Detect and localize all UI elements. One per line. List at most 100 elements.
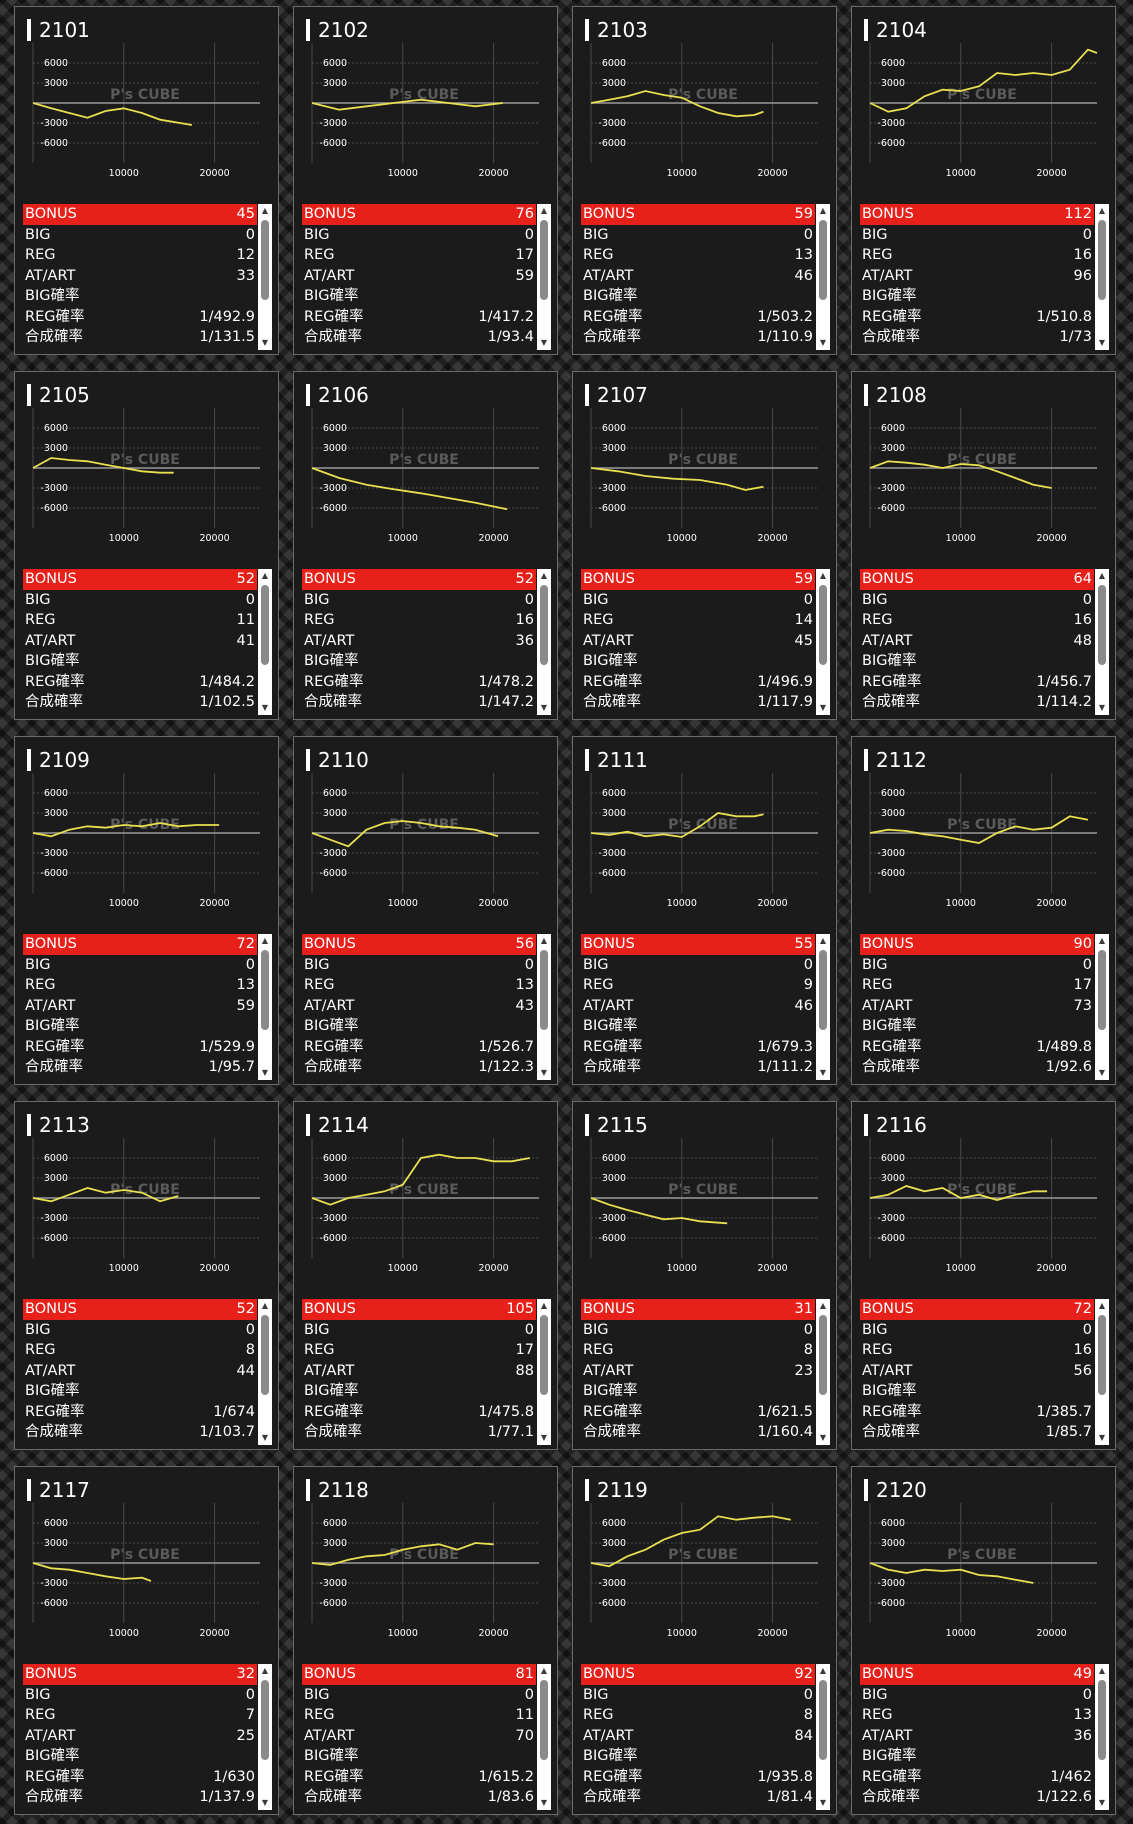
scroll-up-icon[interactable]: ▲ <box>540 1666 548 1675</box>
machine-card[interactable]: 2117 P's CUBE 10000 20000 6000 3000 -3000 -6000… <box>14 1466 279 1815</box>
stats-scrollbar[interactable]: ▲ ▼ <box>537 1664 551 1810</box>
scroll-down-icon[interactable]: ▼ <box>819 338 827 347</box>
machine-card[interactable]: 2113 P's CUBE 10000 20000 6000 3000 -3000 -6000… <box>14 1101 279 1450</box>
scroll-down-icon[interactable]: ▼ <box>819 1433 827 1442</box>
scroll-up-icon[interactable]: ▲ <box>819 1666 827 1675</box>
stats-scrollbar[interactable]: ▲ ▼ <box>816 1299 830 1445</box>
stats-scrollbar[interactable]: ▲ ▼ <box>1095 934 1109 1080</box>
scroll-up-icon[interactable]: ▲ <box>819 1301 827 1310</box>
scroll-up-icon[interactable]: ▲ <box>261 571 269 580</box>
scroll-thumb[interactable] <box>540 1315 548 1395</box>
scroll-thumb[interactable] <box>261 220 269 300</box>
scroll-down-icon[interactable]: ▼ <box>261 1433 269 1442</box>
scroll-up-icon[interactable]: ▲ <box>1098 936 1106 945</box>
scroll-thumb[interactable] <box>540 585 548 665</box>
scroll-up-icon[interactable]: ▲ <box>1098 1301 1106 1310</box>
scroll-up-icon[interactable]: ▲ <box>819 571 827 580</box>
scroll-up-icon[interactable]: ▲ <box>261 206 269 215</box>
stats-scrollbar[interactable]: ▲ ▼ <box>816 204 830 350</box>
scroll-up-icon[interactable]: ▲ <box>540 1301 548 1310</box>
machine-card[interactable]: 2112 P's CUBE 10000 20000 6000 3000 -3000 -6000… <box>851 736 1116 1085</box>
machine-card[interactable]: 2114 P's CUBE 10000 20000 6000 3000 -3000 -6000… <box>293 1101 558 1450</box>
scroll-up-icon[interactable]: ▲ <box>819 936 827 945</box>
scroll-thumb[interactable] <box>261 950 269 1030</box>
stats-scrollbar[interactable]: ▲ ▼ <box>1095 204 1109 350</box>
scroll-down-icon[interactable]: ▼ <box>819 1798 827 1807</box>
stats-scrollbar[interactable]: ▲ ▼ <box>1095 1664 1109 1810</box>
machine-card[interactable]: 2118 P's CUBE 10000 20000 6000 3000 -3000 -6000… <box>293 1466 558 1815</box>
stats-scrollbar[interactable]: ▲ ▼ <box>258 204 272 350</box>
stats-scrollbar[interactable]: ▲ ▼ <box>258 569 272 715</box>
scroll-thumb[interactable] <box>1098 220 1106 300</box>
machine-card[interactable]: 2115 P's CUBE 10000 20000 6000 3000 -3000 -6000… <box>572 1101 837 1450</box>
scroll-thumb[interactable] <box>1098 1680 1106 1760</box>
machine-card[interactable]: 2120 P's CUBE 10000 20000 6000 3000 -3000 -6000… <box>851 1466 1116 1815</box>
scroll-up-icon[interactable]: ▲ <box>261 1666 269 1675</box>
machine-card[interactable]: 2102 P's CUBE 10000 20000 6000 3000 -3000 -6000… <box>293 6 558 355</box>
scroll-up-icon[interactable]: ▲ <box>540 571 548 580</box>
scroll-thumb[interactable] <box>261 1315 269 1395</box>
stats-scrollbar[interactable]: ▲ ▼ <box>537 569 551 715</box>
scroll-down-icon[interactable]: ▼ <box>540 1433 548 1442</box>
scroll-thumb[interactable] <box>540 950 548 1030</box>
machine-card[interactable]: 2111 P's CUBE 10000 20000 6000 3000 -3000 -6000… <box>572 736 837 1085</box>
scroll-thumb[interactable] <box>819 1315 827 1395</box>
stats-scrollbar[interactable]: ▲ ▼ <box>258 934 272 1080</box>
scroll-down-icon[interactable]: ▼ <box>1098 703 1106 712</box>
scroll-up-icon[interactable]: ▲ <box>261 1301 269 1310</box>
scroll-thumb[interactable] <box>540 1680 548 1760</box>
scroll-down-icon[interactable]: ▼ <box>261 1068 269 1077</box>
scroll-thumb[interactable] <box>1098 1315 1106 1395</box>
machine-card[interactable]: 2108 P's CUBE 10000 20000 6000 3000 -3000 -6000… <box>851 371 1116 720</box>
scroll-thumb[interactable] <box>819 585 827 665</box>
machine-card[interactable]: 2106 P's CUBE 10000 20000 6000 3000 -3000 -6000… <box>293 371 558 720</box>
scroll-thumb[interactable] <box>819 1680 827 1760</box>
scroll-thumb[interactable] <box>1098 585 1106 665</box>
scroll-up-icon[interactable]: ▲ <box>1098 1666 1106 1675</box>
scroll-down-icon[interactable]: ▼ <box>261 1798 269 1807</box>
scroll-down-icon[interactable]: ▼ <box>1098 338 1106 347</box>
stats-scrollbar[interactable]: ▲ ▼ <box>1095 569 1109 715</box>
machine-card[interactable]: 2107 P's CUBE 10000 20000 6000 3000 -3000 -6000… <box>572 371 837 720</box>
scroll-thumb[interactable] <box>819 950 827 1030</box>
scroll-down-icon[interactable]: ▼ <box>1098 1068 1106 1077</box>
scroll-up-icon[interactable]: ▲ <box>1098 206 1106 215</box>
stats-scrollbar[interactable]: ▲ ▼ <box>1095 1299 1109 1445</box>
scroll-down-icon[interactable]: ▼ <box>261 338 269 347</box>
stats-scrollbar[interactable]: ▲ ▼ <box>258 1299 272 1445</box>
scroll-up-icon[interactable]: ▲ <box>540 936 548 945</box>
stats-scrollbar[interactable]: ▲ ▼ <box>537 1299 551 1445</box>
scroll-up-icon[interactable]: ▲ <box>819 206 827 215</box>
scroll-down-icon[interactable]: ▼ <box>540 1798 548 1807</box>
scroll-thumb[interactable] <box>819 220 827 300</box>
scroll-down-icon[interactable]: ▼ <box>819 1068 827 1077</box>
machine-card[interactable]: 2119 P's CUBE 10000 20000 6000 3000 -3000 -6000… <box>572 1466 837 1815</box>
scroll-down-icon[interactable]: ▼ <box>540 338 548 347</box>
scroll-down-icon[interactable]: ▼ <box>1098 1433 1106 1442</box>
scroll-up-icon[interactable]: ▲ <box>261 936 269 945</box>
scroll-down-icon[interactable]: ▼ <box>1098 1798 1106 1807</box>
machine-card[interactable]: 2101 P's CUBE 10000 20000 6000 3000 -3000 -6000… <box>14 6 279 355</box>
stats-scrollbar[interactable]: ▲ ▼ <box>537 204 551 350</box>
scroll-thumb[interactable] <box>1098 950 1106 1030</box>
machine-card[interactable]: 2116 P's CUBE 10000 20000 6000 3000 -3000 -6000… <box>851 1101 1116 1450</box>
scroll-thumb[interactable] <box>540 220 548 300</box>
stats-scrollbar[interactable]: ▲ ▼ <box>537 934 551 1080</box>
scroll-up-icon[interactable]: ▲ <box>1098 571 1106 580</box>
stats-scrollbar[interactable]: ▲ ▼ <box>816 934 830 1080</box>
machine-card[interactable]: 2110 P's CUBE 10000 20000 6000 3000 -3000 -6000… <box>293 736 558 1085</box>
machine-card[interactable]: 2103 P's CUBE 10000 20000 6000 3000 -3000 -6000… <box>572 6 837 355</box>
scroll-thumb[interactable] <box>261 585 269 665</box>
scroll-down-icon[interactable]: ▼ <box>261 703 269 712</box>
stats-scrollbar[interactable]: ▲ ▼ <box>258 1664 272 1810</box>
scroll-thumb[interactable] <box>261 1680 269 1760</box>
machine-card[interactable]: 2109 P's CUBE 10000 20000 6000 3000 -3000 -6000… <box>14 736 279 1085</box>
scroll-up-icon[interactable]: ▲ <box>540 206 548 215</box>
stats-scrollbar[interactable]: ▲ ▼ <box>816 569 830 715</box>
stats-scrollbar[interactable]: ▲ ▼ <box>816 1664 830 1810</box>
scroll-down-icon[interactable]: ▼ <box>540 703 548 712</box>
machine-card[interactable]: 2105 P's CUBE 10000 20000 6000 3000 -3000 -6000… <box>14 371 279 720</box>
scroll-down-icon[interactable]: ▼ <box>819 703 827 712</box>
scroll-down-icon[interactable]: ▼ <box>540 1068 548 1077</box>
machine-card[interactable]: 2104 P's CUBE 10000 20000 6000 3000 -3000 -6000… <box>851 6 1116 355</box>
